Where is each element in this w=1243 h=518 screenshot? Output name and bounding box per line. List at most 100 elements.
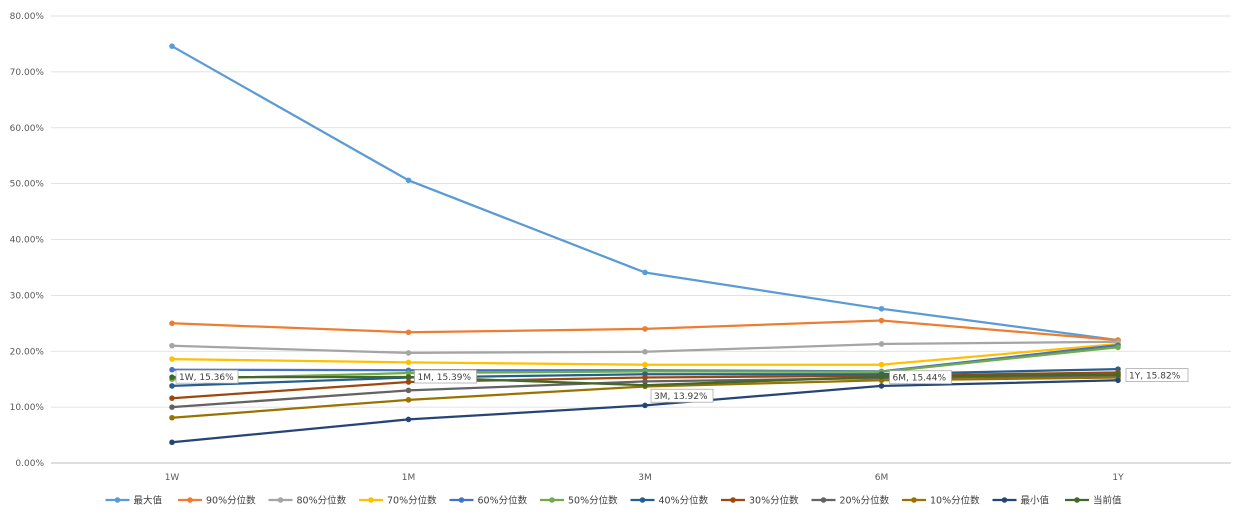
legend-marker [114,497,121,503]
legend-item: 40%分位数 [630,495,709,507]
callout-box [414,369,477,384]
series-12 [169,371,1121,389]
y-tick-label: 80.00% [10,12,45,22]
x-tick-label: 6M [875,473,889,483]
data-point [878,383,885,389]
data-point [405,379,412,385]
legend-label: 当前值 [1093,495,1122,507]
legend-marker [277,497,284,503]
legend-item: 50%分位数 [540,495,618,507]
data-point [169,356,175,362]
y-tick-label: 60.00% [10,124,45,134]
legend-label: 40%分位数 [659,495,709,507]
data-point [169,374,175,380]
legend-marker [1074,497,1080,503]
callout-box [1125,368,1189,382]
x-tick-label: 1W [165,473,180,483]
data-point [405,177,412,184]
legend-marker [820,497,827,503]
data-callout: 1W, 15.36% [175,369,239,384]
data-point [405,387,412,394]
callout-group: 1W, 15.36% 1M, 15.39% 3M, 13.92% 6M, 15.44%… [175,368,1189,403]
data-point [878,373,885,380]
data-point [405,397,412,403]
data-point [169,342,175,349]
data-callout: 1M, 15.39% [414,369,477,384]
legend-item: 20%分位数 [811,495,890,507]
data-point [642,269,648,276]
callout-box [175,369,239,384]
data-point [169,414,175,421]
legend-label: 10%分位数 [930,495,980,507]
legend-marker [549,497,555,503]
legend-item: 90%分位数 [178,495,256,507]
data-point [878,361,885,368]
y-tick-label: 70.00% [10,68,45,78]
series-2 [169,317,1121,343]
legend-item: 30%分位数 [721,495,799,507]
y-tick-label: 0.00% [15,459,44,469]
callout-label: 1Y, 15.82% [1129,372,1181,382]
data-point [642,382,648,389]
series-8 [169,369,1121,401]
series-line [170,45,1120,342]
legend-label: 最小值 [1021,495,1050,507]
data-point [1115,371,1121,378]
legend-marker [639,497,646,503]
data-point [169,366,175,373]
data-callout: 3M, 13.92% [650,388,714,403]
data-point [642,374,648,381]
data-point [642,361,648,368]
y-tick-label: 30.00% [10,291,45,301]
x-tick-label: 3M [638,473,652,483]
data-point [878,305,885,312]
data-point [405,329,412,336]
legend-marker [368,497,374,503]
y-tick-label: 20.00% [10,347,45,357]
callout-label: 3M, 13.92% [654,392,708,402]
y-tick-label: 40.00% [10,236,45,246]
data-point [642,402,648,409]
callout-label: 1W, 15.36% [179,373,234,383]
callout-box [650,388,714,403]
data-point [169,320,175,327]
data-point [405,374,412,380]
callout-label: 6M, 15.44% [893,374,947,384]
data-point [169,439,175,446]
series-group [169,43,1121,446]
legend-label: 80%分位数 [297,495,347,507]
legend-label: 20%分位数 [840,495,890,507]
data-point [878,317,885,324]
legend-label: 30%分位数 [749,495,799,507]
data-point [1115,377,1121,384]
data-point [169,395,175,401]
data-point [169,383,175,389]
data-point [1115,344,1121,351]
legend-marker [730,497,736,503]
legend-label: 50%分位数 [568,495,618,507]
y-tick-label: 10.00% [10,403,45,413]
grid [51,15,1231,408]
data-point [405,416,412,423]
legend-label: 90%分位数 [206,495,256,507]
x-tick-label: 1M [402,473,416,483]
callout-label: 1M, 15.39% [418,373,472,383]
series-11 [169,377,1121,446]
callout-box [889,370,952,385]
legend-label: 70%分位数 [387,495,437,507]
axes: 0.00% 10.00% 20.00% 30.00% 40.00% 50.00% 60.00… [10,12,1231,483]
legend-item: 最小值 [992,495,1050,507]
legend-item: 60%分位数 [449,495,528,507]
x-tick-label: 1Y [1112,473,1124,483]
data-callout: 6M, 15.44% [889,370,952,385]
data-point [169,43,175,49]
series-1 [169,43,1121,343]
data-point [169,404,175,410]
legend-label: 60%分位数 [478,495,528,507]
y-tick-label: 50.00% [10,180,45,190]
data-point [642,326,648,332]
data-point [405,350,412,356]
legend-marker [1001,497,1008,503]
